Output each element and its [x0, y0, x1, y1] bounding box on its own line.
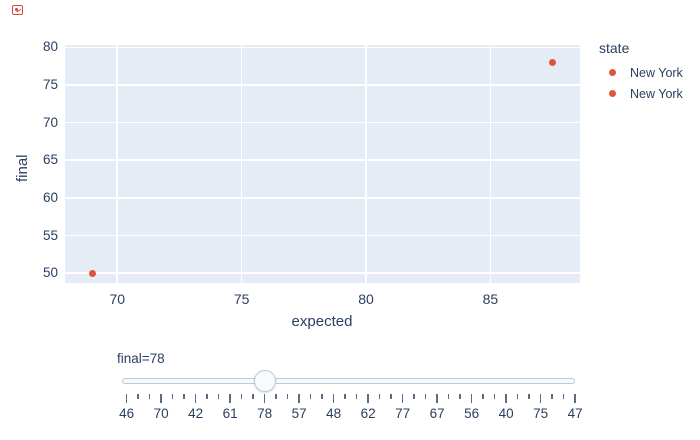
scatter-point[interactable] [549, 58, 557, 66]
legend-marker-icon [609, 90, 616, 97]
slider-minor-tick [551, 394, 553, 399]
slider-tick-label: 46 [119, 406, 135, 421]
slider-major-tick [332, 394, 335, 403]
slider-minor-tick [217, 394, 220, 399]
legend-item-label: New York [630, 65, 683, 80]
slider-minor-tick [424, 394, 427, 399]
x-tick-label: 80 [358, 291, 374, 307]
slider-minor-tick [390, 394, 392, 399]
y-tick-label: 80 [42, 39, 58, 55]
broken-image-icon [12, 5, 23, 15]
gridline [65, 197, 580, 199]
slider-minor-tick [459, 394, 461, 399]
slider-minor-tick [413, 394, 415, 399]
slider-track[interactable] [122, 378, 575, 384]
slider-major-tick [229, 394, 231, 403]
slider-tick-label: 70 [153, 406, 169, 421]
slider-minor-tick [240, 394, 243, 399]
slider-tick-label: 47 [567, 406, 583, 421]
legend-marker-icon [609, 69, 616, 76]
slider-major-tick [298, 394, 300, 403]
slider-minor-tick [482, 394, 484, 399]
slider-major-tick [263, 394, 266, 403]
slider-minor-tick [516, 394, 519, 399]
slider-minor-tick [148, 394, 151, 399]
slider-minor-tick [321, 394, 323, 399]
gridline [365, 45, 367, 283]
gridline [65, 234, 580, 237]
x-tick-label: 85 [482, 291, 499, 307]
slider-major-tick [125, 394, 128, 403]
slider-major-tick [470, 394, 473, 403]
gridline [240, 45, 243, 283]
legend-item[interactable]: New York [592, 83, 698, 104]
legend-title: state [599, 40, 630, 56]
slider-minor-tick [183, 394, 185, 399]
gridline [65, 159, 580, 161]
slider-minor-tick [493, 394, 496, 399]
y-axis-title: final [14, 154, 31, 182]
slider-major-tick [194, 394, 197, 403]
slider-major-tick [367, 394, 369, 403]
y-tick-label: 50 [42, 265, 58, 281]
x-tick-label: 70 [109, 291, 126, 307]
gridline [116, 45, 118, 283]
plot-area[interactable] [65, 45, 580, 283]
slider-minor-tick [528, 394, 530, 399]
slider-minor-tick [137, 394, 139, 399]
slider-minor-tick [378, 394, 381, 399]
broken-image-tear [16, 9, 23, 15]
legend: state New York New York [592, 40, 698, 104]
legend-item-label: New York [630, 86, 683, 101]
slider-tick-label: 75 [533, 406, 549, 421]
slider-minor-tick [355, 394, 358, 399]
slider-major-tick [436, 394, 438, 403]
gridline [65, 121, 580, 124]
slider-tick-label: 42 [188, 406, 204, 421]
slider-minor-tick [275, 394, 277, 399]
gridline [65, 272, 580, 274]
slider-major-tick [539, 394, 542, 403]
slider-tick-label: 61 [222, 406, 238, 421]
y-tick-label: 60 [42, 189, 58, 205]
y-tick-label: 70 [42, 114, 58, 130]
y-tick-label: 75 [42, 76, 58, 92]
slider-minor-tick [252, 394, 254, 399]
scatter-point[interactable] [88, 269, 96, 277]
gridline [489, 45, 492, 283]
slider-minor-tick [206, 394, 208, 399]
slider-tick-label: 40 [498, 406, 514, 421]
slider-tick-label: 62 [360, 406, 376, 421]
slider-minor-tick [344, 394, 346, 399]
broken-image-dot [15, 8, 18, 11]
slider-tick-label: 56 [464, 406, 480, 421]
slider-major-tick [505, 394, 507, 403]
slider-major-tick [574, 394, 576, 403]
x-axis-title: expected [291, 313, 353, 330]
gridline [65, 46, 580, 48]
y-tick-label: 55 [42, 227, 58, 243]
slider-minor-tick [309, 394, 312, 399]
x-tick-label: 75 [233, 291, 250, 307]
slider-tick-label: 48 [326, 406, 342, 421]
slider-tick-label: 77 [395, 406, 411, 421]
slider-tick-label: 57 [291, 406, 307, 421]
slider-minor-tick [286, 394, 289, 399]
y-tick-label: 65 [42, 152, 58, 168]
slider-minor-tick [171, 394, 174, 399]
legend-item[interactable]: New York [592, 62, 698, 83]
slider-handle[interactable] [253, 370, 276, 392]
gridline [65, 84, 580, 86]
slider-major-tick [401, 394, 404, 403]
slider-minor-tick [562, 394, 565, 399]
slider-current-value: final=78 [117, 351, 165, 366]
slider-minor-tick [447, 394, 450, 399]
legend-items: New York New York [592, 62, 698, 104]
slider-tick-label: 67 [429, 406, 445, 421]
slider-tick-label: 78 [257, 406, 273, 421]
slider-major-tick [160, 394, 162, 403]
